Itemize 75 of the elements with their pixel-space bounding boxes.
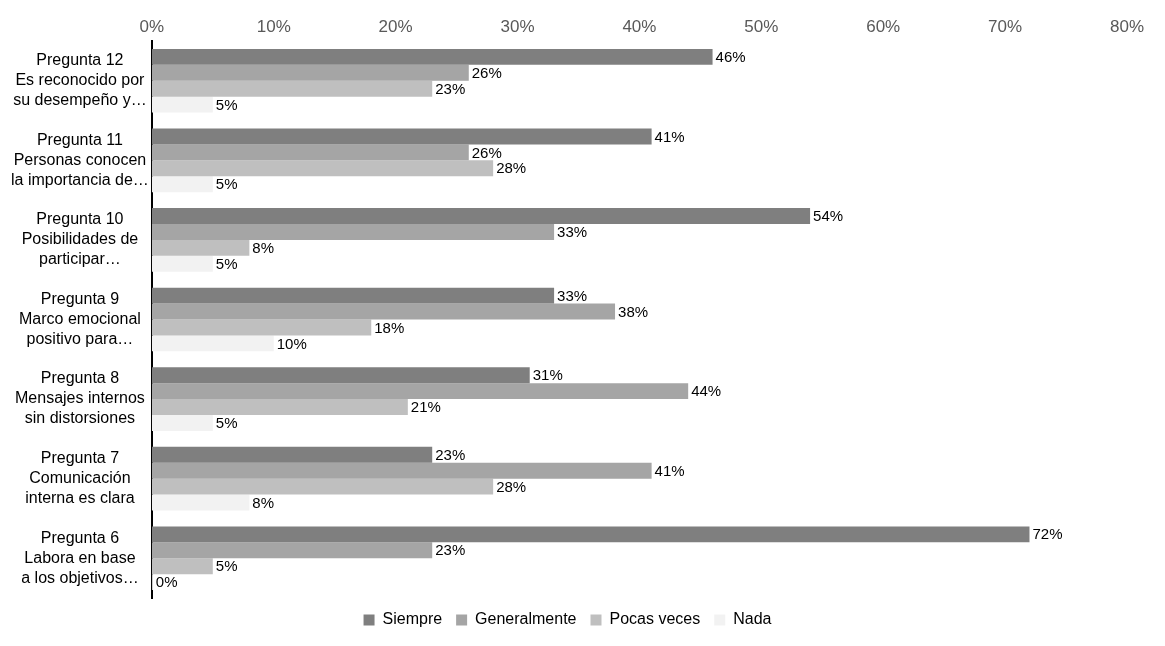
data-label: 46% — [715, 48, 746, 66]
bar — [151, 558, 213, 575]
legend-label: Pocas veces — [609, 610, 701, 628]
data-label: 8% — [252, 239, 275, 257]
bar — [151, 414, 213, 431]
data-label: 54% — [813, 207, 844, 225]
bar — [151, 255, 213, 272]
bar — [151, 287, 555, 304]
bar — [151, 478, 494, 495]
data-label: 28% — [496, 477, 527, 495]
y-tick-label: Pregunta 7 Comunicación interna es clara — [25, 449, 135, 507]
bar — [151, 48, 713, 65]
x-tick-label: 70% — [988, 17, 1023, 37]
bar — [151, 303, 616, 320]
data-label: 5% — [215, 95, 238, 113]
y-tick-label: Pregunta 11 Personas conocen la importancia de… — [11, 130, 149, 188]
data-label: 33% — [557, 286, 588, 304]
y-tick-label: Pregunta 6 Labora en base a los objetivos… — [21, 528, 139, 586]
bar — [151, 367, 530, 384]
bar — [151, 239, 250, 256]
bar — [151, 224, 555, 240]
bar — [151, 383, 689, 400]
legend-label: Nada — [733, 610, 772, 628]
x-tick-label: 10% — [256, 17, 291, 37]
data-label: 23% — [435, 541, 466, 559]
y-tick-label: Pregunta 8 Mensajes internos sin distorsiones — [15, 369, 145, 427]
data-label: 31% — [532, 366, 563, 384]
data-label: 72% — [1032, 525, 1063, 543]
data-label: 26% — [471, 143, 502, 161]
data-label: 5% — [215, 175, 238, 193]
y-tick-label: Pregunta 12 Es reconocido por su desempeño y… — [13, 51, 147, 109]
bar — [151, 494, 250, 511]
bar — [151, 319, 372, 336]
x-tick-label: 50% — [744, 17, 779, 37]
x-tick-label: 0% — [139, 17, 165, 37]
data-label: 26% — [471, 63, 502, 81]
x-tick-label: 40% — [622, 17, 657, 37]
data-label: 21% — [410, 398, 441, 416]
x-tick-label: 60% — [866, 17, 901, 37]
bar — [151, 128, 652, 145]
y-tick-label: Pregunta 9 Marco emocional positivo para… — [19, 289, 141, 347]
bar — [151, 96, 213, 113]
data-label: 44% — [691, 382, 722, 400]
data-label: 0% — [155, 573, 178, 591]
y-tick-label: Pregunta 10 Posibilidades de participar… — [21, 210, 139, 268]
bar — [151, 526, 1030, 543]
x-tick-label: 30% — [500, 17, 535, 37]
bar — [151, 80, 433, 97]
legend-label: Siempre — [382, 610, 443, 628]
data-label: 18% — [374, 318, 405, 336]
x-tick-label: 20% — [378, 17, 413, 37]
data-label: 38% — [618, 302, 649, 320]
data-label: 5% — [215, 254, 238, 272]
bar — [151, 335, 274, 352]
data-label: 8% — [252, 493, 275, 511]
bar — [151, 176, 213, 193]
data-label: 41% — [654, 461, 685, 479]
bar — [151, 208, 811, 225]
bar — [151, 542, 433, 559]
data-label: 41% — [654, 127, 685, 145]
data-label: 5% — [215, 414, 238, 432]
bar — [151, 462, 652, 479]
data-label: 33% — [557, 223, 588, 241]
bar — [151, 399, 408, 415]
data-label: 23% — [435, 445, 466, 463]
bar — [151, 144, 469, 161]
data-label: 10% — [276, 334, 307, 352]
legend-label: Generalmente — [475, 610, 577, 628]
bar — [151, 160, 494, 177]
bar — [151, 446, 433, 463]
data-label: 28% — [496, 159, 527, 177]
x-tick-label: 80% — [1109, 17, 1145, 37]
bar — [151, 64, 469, 81]
data-label: 5% — [215, 557, 238, 575]
data-label: 23% — [435, 79, 466, 97]
